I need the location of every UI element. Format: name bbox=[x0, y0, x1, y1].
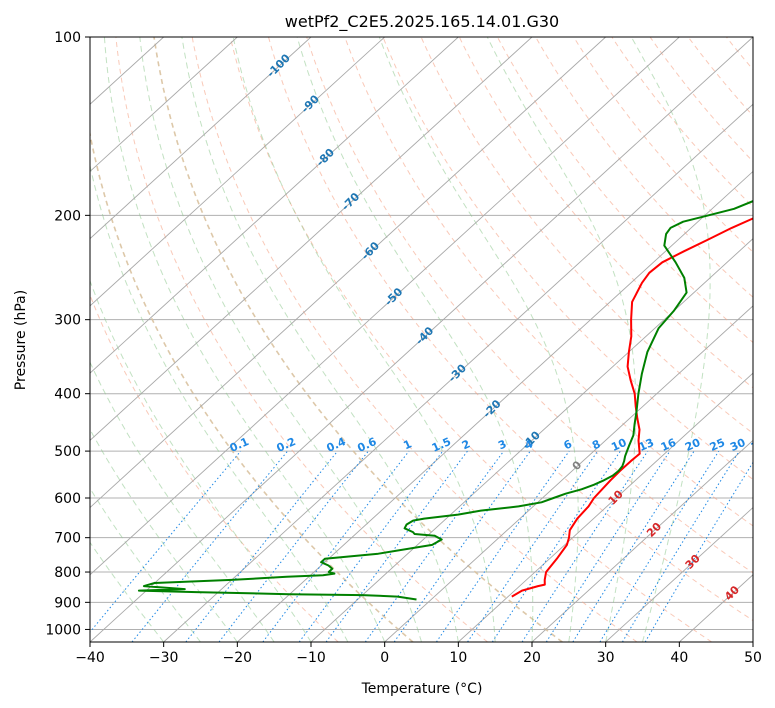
plot-frame bbox=[89, 36, 754, 643]
isotherms bbox=[90, 37, 753, 642]
y-tick-label: 900 bbox=[54, 595, 81, 611]
moist-adiabat-line bbox=[232, 37, 496, 642]
isotherm-line bbox=[90, 37, 238, 173]
chart-title: wetPf2_C2E5.2025.165.14.01.G30 bbox=[285, 12, 559, 32]
mixing-ratio-line bbox=[364, 450, 505, 642]
y-tick-label: 600 bbox=[54, 491, 81, 507]
moist-adiabat-line bbox=[90, 487, 201, 642]
moist-adiabat-line bbox=[486, 37, 637, 642]
mixing-ratio-line bbox=[644, 461, 753, 642]
moist-adiabat-line bbox=[630, 37, 711, 642]
sounding-series bbox=[137, 200, 753, 601]
dry-adiabat-line bbox=[649, 37, 753, 163]
y-tick-label: 200 bbox=[54, 208, 81, 224]
isotherm-line bbox=[90, 37, 753, 642]
moist-adiabat-line bbox=[296, 37, 534, 642]
mixing-ratio-label: 36 bbox=[749, 436, 769, 454]
x-tick-label: 40 bbox=[670, 650, 688, 666]
x-tick-label: 10 bbox=[449, 650, 467, 666]
mixing-ratio-line bbox=[621, 450, 740, 642]
x-axis-label: Temperature (°C) bbox=[361, 681, 483, 697]
moist-adiabats bbox=[90, 37, 711, 642]
x-tick-label: −10 bbox=[296, 650, 326, 666]
y-tick-label: 500 bbox=[54, 444, 81, 460]
mixing-ratio-line bbox=[131, 450, 288, 642]
x-tick-label: 30 bbox=[597, 650, 615, 666]
mixing-ratio-label: 20 bbox=[683, 436, 703, 454]
x-tick-label: 50 bbox=[744, 650, 762, 666]
mixing-ratio-line bbox=[218, 450, 369, 642]
mixing-ratio-line bbox=[393, 450, 531, 642]
moist-adiabat-line bbox=[181, 37, 459, 642]
x-tick-label: −20 bbox=[223, 650, 253, 666]
isotherm-line bbox=[90, 37, 680, 576]
dry-adiabat-line bbox=[496, 37, 753, 344]
mixing-ratio-line bbox=[467, 450, 599, 642]
dry-adiabat-line bbox=[611, 37, 753, 208]
dry-adiabat-line bbox=[382, 37, 753, 481]
moist-adiabat-line bbox=[90, 361, 275, 642]
mixing-ratio-line bbox=[185, 450, 338, 642]
mixing-ratio-label: 10 bbox=[609, 436, 629, 454]
x-tick-label: 20 bbox=[523, 650, 541, 666]
mixing-ratio-label: 16 bbox=[659, 436, 679, 454]
mixing-ratio-lines bbox=[90, 450, 753, 642]
mixing-ratio-line bbox=[545, 450, 671, 642]
x-axis-ticks: −40 −30 −20 −10 0 10 20 30 40 50 bbox=[75, 642, 762, 666]
dry-adiabat-line bbox=[90, 293, 339, 642]
y-tick-label: 100 bbox=[54, 30, 81, 46]
isotherm-line bbox=[310, 238, 753, 642]
dry-adiabat-line bbox=[153, 37, 563, 642]
mixing-ratio-label: 25 bbox=[708, 436, 727, 454]
y-tick-label: 700 bbox=[54, 531, 81, 547]
isotherm-line bbox=[90, 37, 459, 374]
dry-adiabat-line bbox=[268, 37, 753, 622]
y-tick-label: 800 bbox=[54, 565, 81, 581]
moist-adiabat-line bbox=[378, 37, 579, 642]
isotherm-line bbox=[90, 37, 606, 509]
isotherm-line bbox=[90, 37, 533, 441]
isotherm-line bbox=[90, 37, 312, 240]
moist-adiabat-line bbox=[90, 163, 349, 642]
mixing-ratio-line bbox=[572, 450, 695, 642]
mixing-ratio-label: 30 bbox=[728, 436, 748, 454]
isotherm-line bbox=[531, 439, 753, 642]
x-tick-label: 0 bbox=[380, 650, 389, 666]
moist-adiabat-line bbox=[90, 541, 165, 642]
y-tick-label: 300 bbox=[54, 313, 81, 329]
x-tick-label: −40 bbox=[75, 650, 105, 666]
mixing-ratio-line bbox=[90, 450, 242, 633]
isotherm-line bbox=[237, 170, 753, 642]
dry-adiabat-line bbox=[191, 37, 638, 642]
isotherm-line bbox=[163, 103, 753, 642]
isotherm-line bbox=[605, 506, 753, 642]
y-tick-label: 400 bbox=[54, 387, 81, 403]
moist-adiabat-line bbox=[139, 37, 422, 642]
dry-adiabat-line bbox=[306, 37, 753, 574]
dry-adiabats bbox=[90, 37, 753, 642]
temperature-line bbox=[511, 217, 753, 598]
mixing-ratio-label: 13 bbox=[637, 436, 656, 454]
mixing-ratio-labels: 0.10.20.40.611.52346810131620253036 bbox=[228, 435, 769, 455]
y-axis-label: Pressure (hPa) bbox=[13, 290, 29, 390]
moist-adiabat-line bbox=[103, 37, 386, 642]
dry-adiabat-line bbox=[573, 37, 753, 253]
y-axis-ticks: 1000 900 800 700 600 500 400 300 200 100 bbox=[45, 30, 90, 638]
mixing-ratio-line bbox=[599, 450, 720, 642]
mixing-ratio-line bbox=[262, 450, 410, 642]
dry-adiabat-line bbox=[115, 37, 488, 642]
dewpoint-line bbox=[137, 200, 753, 601]
y-tick-label: 1000 bbox=[45, 622, 81, 638]
isotherm-line bbox=[384, 305, 753, 642]
moist-adiabat-line bbox=[90, 428, 238, 642]
isotherm-line bbox=[90, 37, 385, 307]
dry-adiabat-line bbox=[229, 37, 712, 642]
plot-area: -100-90-80-70-60-50-40-30-20-10010203040… bbox=[90, 37, 769, 642]
dry-adiabat-line bbox=[90, 129, 414, 642]
dry-adiabat-line bbox=[535, 37, 753, 298]
x-tick-label: −30 bbox=[149, 650, 179, 666]
